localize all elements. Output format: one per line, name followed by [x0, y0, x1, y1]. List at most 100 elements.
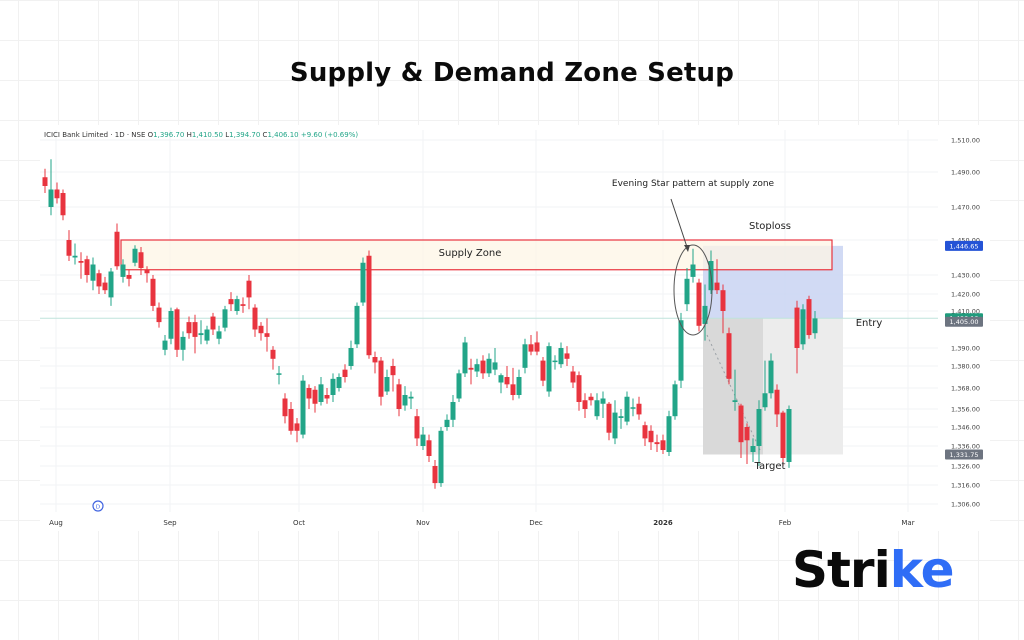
candle-body [474, 364, 480, 372]
candle-body [570, 371, 576, 383]
candle-body [336, 377, 342, 388]
candle-body [612, 412, 618, 439]
candle-body [806, 299, 812, 336]
candle-body [84, 259, 90, 275]
candle-body [204, 329, 210, 341]
candle-body [756, 409, 762, 446]
x-axis-label: 2026 [653, 519, 673, 527]
candle-body [456, 373, 462, 399]
legend-open: 1,396.70 [153, 131, 185, 139]
annotation-label: Supply Zone [439, 248, 502, 259]
candle-body [600, 398, 606, 404]
candle-body [714, 282, 720, 291]
candle-body [546, 346, 552, 392]
logo-text-accent: ke [889, 541, 955, 599]
annotation-label: Target [754, 461, 786, 472]
annotation-arrow [670, 198, 689, 251]
candle-body [582, 400, 588, 409]
candle-body [366, 255, 372, 356]
y-axis-label: 1,420.00 [951, 291, 980, 299]
candle-body [800, 309, 806, 345]
candle-body [480, 360, 486, 374]
candle-body [312, 389, 318, 404]
legend-high: 1,410.50 [191, 131, 223, 139]
candle-body [78, 261, 84, 263]
candle-body [48, 189, 54, 207]
y-axis-label: 1,470.00 [951, 204, 980, 212]
candle-body [636, 403, 642, 415]
candle-body [678, 320, 684, 381]
candle-body [372, 357, 378, 363]
chart-legend: ICICI Bank Limited · 1D · NSE O1,396.70 … [44, 131, 359, 139]
candle-body [690, 264, 696, 277]
candle-body [246, 280, 252, 298]
candle-body [444, 419, 450, 427]
candle-body [354, 305, 360, 345]
chart-panel[interactable]: Evening Star pattern at supply zone Stopl… [40, 125, 990, 531]
candle-body [648, 430, 654, 443]
candle-body [552, 360, 558, 363]
y-axis-label: 1,510.00 [951, 137, 980, 145]
candlestick-chart[interactable]: Evening Star pattern at supply zone Stopl… [40, 125, 990, 531]
candle-body [780, 412, 786, 458]
evening-star-ellipse [673, 244, 713, 336]
candle-body [162, 340, 168, 350]
plot-background [40, 125, 990, 531]
candle-body [174, 309, 180, 350]
price-tag-label: 1,331.75 [950, 451, 979, 459]
candle-body [180, 336, 186, 350]
y-axis-label: 1,368.00 [951, 385, 980, 393]
dividend-marker-letter: D [96, 504, 100, 510]
page-title: Supply & Demand Zone Setup [289, 58, 735, 88]
arrow-head-icon [684, 245, 690, 252]
dividend-marker-icon[interactable] [92, 500, 104, 512]
candle-body [96, 273, 102, 287]
candle-body [240, 304, 246, 306]
legend-low: 1,394.70 [229, 131, 261, 139]
candle-body [108, 271, 114, 298]
y-axis-label: 1,326.00 [951, 463, 980, 471]
candle-body [42, 177, 48, 186]
legend-close: 1,406.10 [267, 131, 299, 139]
candle-body [720, 290, 726, 311]
candle-body [462, 342, 468, 374]
candle-body [744, 427, 750, 441]
candle-body [654, 442, 660, 445]
candle-body [498, 375, 504, 383]
candle-body [768, 360, 774, 394]
y-axis-label: 1,380.00 [951, 363, 980, 371]
candle-body [564, 353, 570, 359]
x-axis-label: Nov [416, 519, 430, 527]
candle-body [144, 269, 150, 274]
candle-body [420, 434, 426, 446]
x-axis-label: Feb [779, 519, 792, 527]
candle-body [384, 377, 390, 392]
y-axis-label: 1,316.00 [951, 482, 980, 490]
y-axis-label: 1,306.00 [951, 501, 980, 509]
candle-body [528, 344, 534, 352]
candle-body [264, 333, 270, 337]
y-axis-label: 1,490.00 [951, 169, 980, 177]
candle-body [378, 360, 384, 397]
candle-body [396, 384, 402, 409]
y-axis-label: 1,430.00 [951, 272, 980, 280]
candle-body [408, 396, 414, 399]
candle-body [270, 349, 276, 359]
candle-body [732, 400, 738, 402]
candle-body [426, 440, 432, 456]
candle-body [234, 299, 240, 311]
strike-logo: Strike [792, 540, 955, 600]
candle-body [762, 393, 768, 408]
y-axis-label: 1,346.00 [951, 424, 980, 432]
candle-body [702, 305, 708, 324]
candle-body [330, 378, 336, 395]
candle-body [228, 299, 234, 305]
candle-body [198, 333, 204, 336]
candle-body [812, 318, 818, 334]
candle-body [522, 344, 528, 368]
annotation-label: Stoploss [749, 221, 791, 232]
candle-body [432, 466, 438, 484]
candle-body [324, 395, 330, 399]
candle-body [156, 307, 162, 323]
candle-body [306, 388, 312, 399]
